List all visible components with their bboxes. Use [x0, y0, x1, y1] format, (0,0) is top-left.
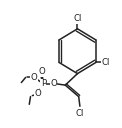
Text: O: O	[39, 67, 46, 76]
Text: Cl: Cl	[76, 109, 84, 118]
Text: O: O	[50, 79, 57, 88]
Text: Cl: Cl	[102, 58, 110, 67]
Text: P: P	[41, 79, 46, 88]
Text: O: O	[31, 73, 38, 82]
Text: Cl: Cl	[73, 14, 82, 23]
Text: O: O	[34, 89, 41, 98]
